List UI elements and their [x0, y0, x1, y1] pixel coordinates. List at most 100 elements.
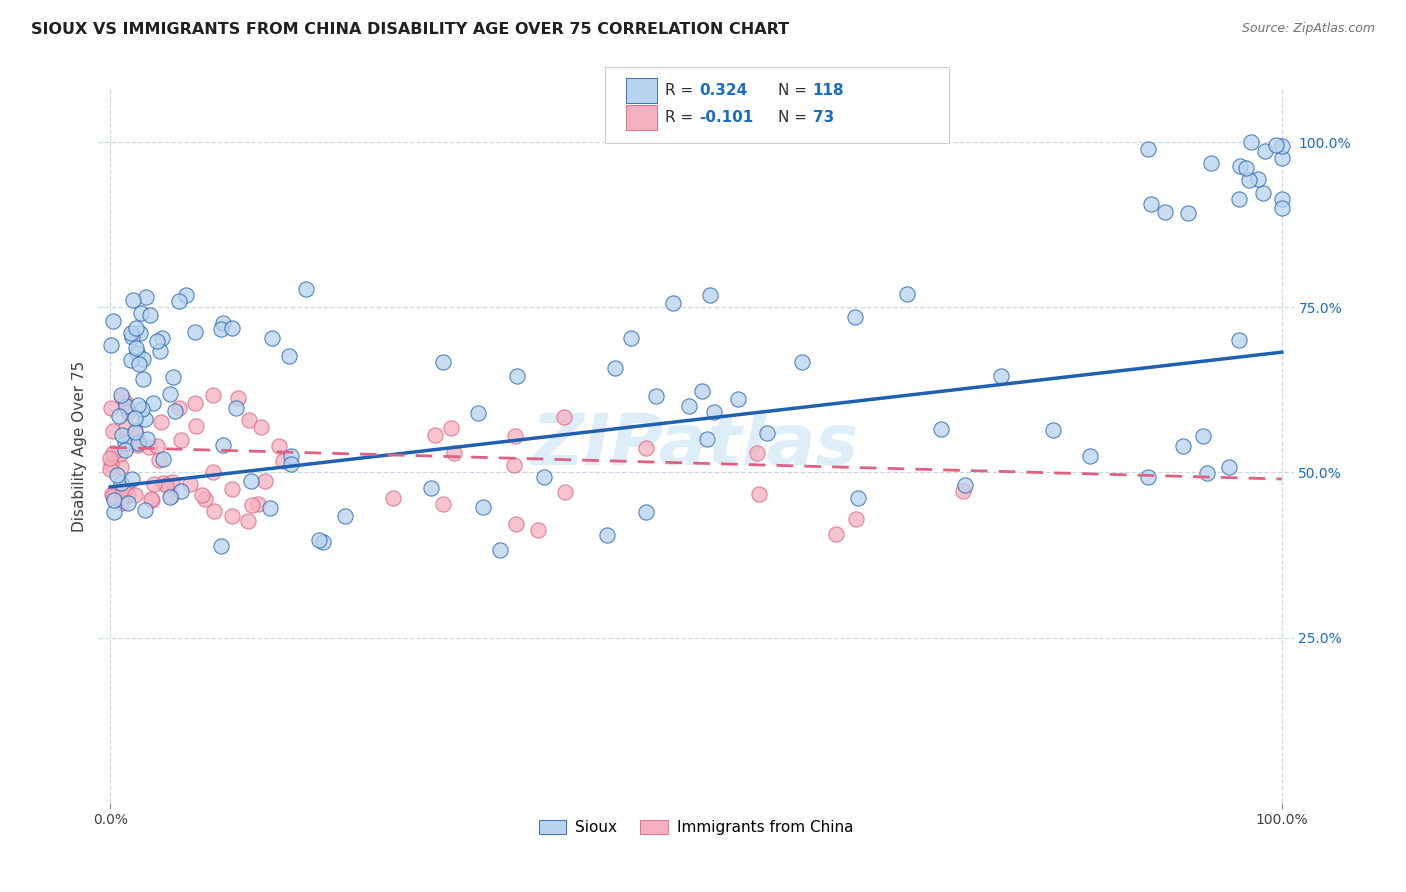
Text: 73: 73 [813, 111, 834, 125]
Point [335, 509, 357, 524]
Point [136, 432, 159, 446]
Point [100, 457, 122, 471]
Point [845, 512, 868, 526]
Point [1253, 144, 1275, 158]
Text: SIOUX VS IMMIGRANTS FROM CHINA DISABILITY AGE OVER 75 CORRELATION CHART: SIOUX VS IMMIGRANTS FROM CHINA DISABILIT… [31, 22, 789, 37]
Point [1271, 201, 1294, 215]
Point [115, 399, 138, 413]
Text: N =: N = [778, 111, 811, 125]
Point [420, 481, 443, 495]
Point [269, 439, 291, 453]
Point [127, 398, 149, 412]
Point [103, 489, 125, 503]
Point [117, 496, 139, 510]
Point [139, 492, 162, 507]
Text: -0.101: -0.101 [699, 111, 754, 125]
Point [1177, 206, 1199, 220]
Point [636, 442, 658, 456]
Point [209, 322, 232, 336]
Point [929, 422, 952, 436]
Point [105, 467, 128, 482]
Point [703, 405, 725, 419]
Point [246, 497, 269, 511]
Text: 0.324: 0.324 [699, 84, 747, 98]
Point [124, 488, 146, 502]
Point [792, 355, 814, 369]
Point [221, 508, 243, 523]
Point [131, 372, 153, 386]
Point [1218, 459, 1240, 474]
Point [634, 505, 657, 519]
Point [100, 401, 122, 415]
Point [239, 475, 262, 489]
Point [748, 487, 770, 501]
Point [125, 342, 148, 356]
Point [117, 488, 139, 502]
Point [101, 424, 124, 438]
Point [103, 505, 125, 519]
Point [159, 387, 181, 401]
Point [238, 514, 260, 528]
Point [141, 493, 163, 508]
Point [1271, 151, 1294, 165]
Point [554, 485, 576, 500]
Point [191, 488, 214, 502]
Point [432, 497, 454, 511]
Point [170, 433, 193, 447]
Point [124, 410, 146, 425]
Point [553, 409, 575, 424]
Point [100, 338, 122, 352]
Point [103, 314, 125, 328]
Point [211, 437, 233, 451]
Point [184, 325, 207, 339]
Point [142, 477, 165, 491]
Point [152, 475, 174, 490]
Point [533, 470, 555, 484]
Point [1078, 449, 1101, 463]
Point [138, 440, 160, 454]
Point [111, 428, 134, 442]
Point [294, 282, 316, 296]
Point [825, 526, 848, 541]
Point [127, 435, 149, 450]
Point [280, 449, 302, 463]
Point [259, 501, 281, 516]
Point [124, 425, 146, 439]
Point [170, 484, 193, 499]
Point [690, 384, 713, 398]
Point [167, 401, 190, 416]
Point [596, 528, 619, 542]
Point [1264, 137, 1286, 152]
Point [1192, 429, 1215, 443]
Point [162, 370, 184, 384]
Point [848, 491, 870, 506]
Point [953, 478, 976, 492]
Point [110, 459, 132, 474]
Point [194, 491, 217, 506]
Point [280, 457, 302, 471]
Point [278, 349, 301, 363]
Point [1271, 192, 1294, 206]
Point [644, 389, 666, 403]
Point [1227, 333, 1250, 347]
Point [121, 353, 143, 368]
Point [134, 412, 156, 426]
Point [308, 533, 330, 547]
Point [1247, 171, 1270, 186]
Point [443, 445, 465, 459]
Point [225, 401, 247, 415]
Point [661, 296, 683, 310]
Point [165, 404, 187, 418]
Point [1171, 439, 1194, 453]
Point [432, 354, 454, 368]
Point [505, 516, 527, 531]
Point [240, 498, 263, 512]
Point [238, 413, 260, 427]
Point [1271, 138, 1294, 153]
Point [112, 484, 135, 499]
Point [98, 451, 121, 466]
Point [527, 523, 550, 537]
Point [502, 458, 524, 472]
Text: R =: R = [665, 84, 699, 98]
Point [620, 331, 643, 345]
